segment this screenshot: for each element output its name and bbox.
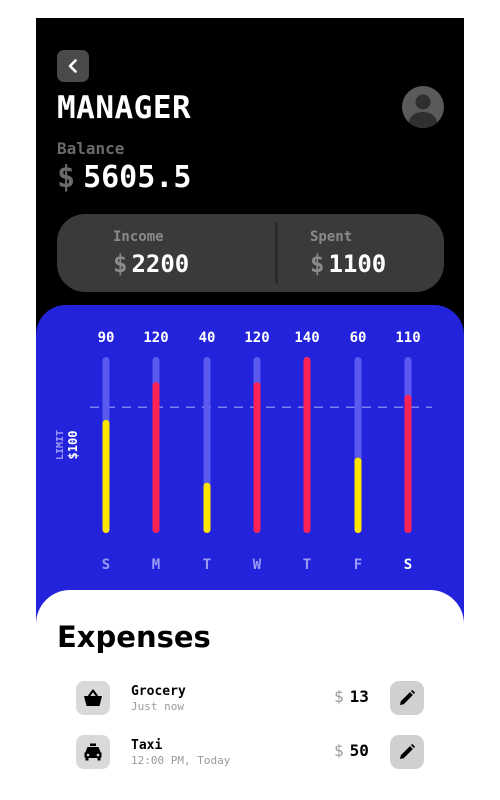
currency-symbol: $	[113, 250, 128, 278]
weekly-spending-chart: LIMIT $100 90 S 120 M 40 T 120 W 140 T 60 F 110 S	[55, 330, 432, 573]
day-label[interactable]: T	[303, 557, 311, 573]
income-value: 2200	[131, 250, 190, 278]
expense-amount: $ 50	[334, 741, 369, 760]
balance-display: $ 5605.5	[57, 160, 191, 195]
bar-value-label: 120	[143, 330, 168, 346]
avatar[interactable]	[402, 86, 444, 128]
expense-item-taxi[interactable]: Taxi 12:00 PM, Today $ 50	[36, 735, 464, 775]
currency-symbol: $	[334, 741, 344, 760]
day-label[interactable]: T	[203, 557, 211, 573]
bar-fill[interactable]	[404, 394, 412, 533]
page-title: MANAGER	[57, 90, 192, 126]
bar-fill[interactable]	[253, 382, 261, 533]
income-label: Income	[113, 229, 164, 245]
pencil-icon	[400, 689, 416, 705]
shopping-basket-icon	[84, 689, 102, 706]
expenses-section: Expenses Grocery Just now $ 13	[36, 590, 464, 780]
income-spent-card: Income $ 2200 Spent $ 1100	[57, 214, 444, 292]
spent-label: Spent	[310, 229, 353, 245]
limit-label: LIMIT	[55, 430, 66, 460]
spent-stat: Spent $ 1100	[251, 214, 444, 292]
day-label[interactable]: S	[404, 557, 412, 573]
balance-label: Balance	[57, 139, 125, 158]
expense-icon-box	[76, 681, 110, 715]
bar-value-label: 60	[350, 330, 367, 346]
bar-value-label: 110	[395, 330, 420, 346]
stat-divider	[275, 222, 278, 284]
currency-symbol: $	[57, 160, 76, 195]
expense-item-grocery[interactable]: Grocery Just now $ 13	[36, 681, 464, 721]
expense-amount-value: 13	[349, 687, 369, 706]
expense-time: 12:00 PM, Today	[131, 754, 231, 767]
expenses-title: Expenses	[57, 620, 211, 654]
bar-fill[interactable]	[354, 457, 362, 533]
expense-icon-box	[76, 735, 110, 769]
bar-fill[interactable]	[152, 382, 160, 533]
bar-value-label: 140	[294, 330, 319, 346]
day-label[interactable]: W	[253, 557, 262, 573]
pencil-icon	[400, 743, 416, 759]
bar-fill[interactable]	[102, 419, 110, 533]
expense-amount: $ 13	[334, 687, 369, 706]
spent-value: 1100	[328, 250, 387, 278]
income-stat: Income $ 2200	[57, 214, 250, 292]
day-label[interactable]: F	[354, 557, 362, 573]
currency-symbol: $	[310, 250, 325, 278]
expense-time: Just now	[131, 700, 184, 713]
bar-fill[interactable]	[303, 357, 311, 533]
weekly-chart-panel: LIMIT $100 90 S 120 M 40 T 120 W 140 T 60 F 110 S	[36, 305, 464, 635]
bar-value-label: 120	[244, 330, 269, 346]
currency-symbol: $	[334, 687, 344, 706]
balance-value: 5605.5	[83, 160, 192, 195]
expense-name: Taxi	[131, 738, 163, 753]
user-icon	[408, 94, 438, 128]
chevron-left-icon	[68, 59, 77, 73]
bar-fill[interactable]	[203, 482, 211, 533]
app-screen: MANAGER Balance $ 5605.5 Income $ 2200 S…	[36, 18, 464, 780]
bar-value-label: 90	[98, 330, 115, 346]
car-icon	[84, 743, 102, 761]
bar-value-label: 40	[199, 330, 216, 346]
day-label[interactable]: M	[152, 557, 160, 573]
edit-expense-button[interactable]	[390, 681, 424, 715]
expense-amount-value: 50	[349, 741, 369, 760]
expense-name: Grocery	[131, 684, 186, 699]
edit-expense-button[interactable]	[390, 735, 424, 769]
back-button[interactable]	[57, 50, 89, 82]
limit-value: $100	[66, 431, 80, 460]
day-label[interactable]: S	[102, 557, 110, 573]
